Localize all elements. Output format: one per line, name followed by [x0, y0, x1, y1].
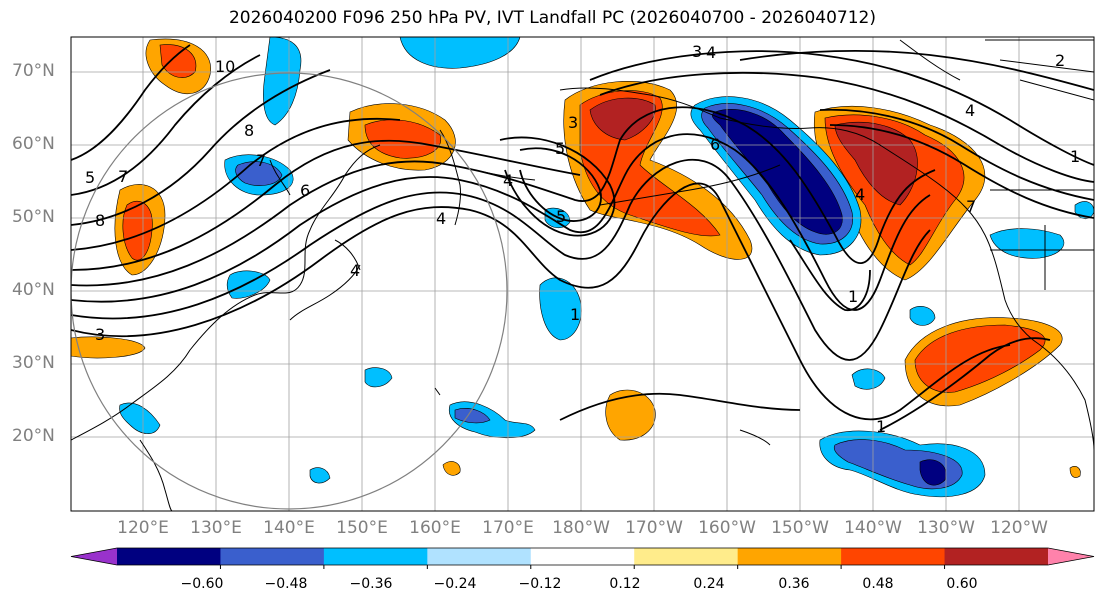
contour-label: 1: [848, 287, 858, 306]
colorbar-segment: [841, 548, 946, 565]
contour-label-group: 10 8 7 6 8 7 5 3 4 5 4 3 4 3 4 2 6 5 4 7…: [85, 42, 1080, 436]
positive-anomaly-gulf-of-alaska: [813, 105, 986, 281]
contour-label: 7: [118, 167, 128, 186]
lat-label: 70°N: [12, 61, 55, 81]
colorbar-segment: [220, 548, 325, 565]
contour-label: 7: [256, 151, 266, 170]
lat-label: 40°N: [12, 280, 55, 300]
colorbar-segment: [323, 548, 428, 565]
colorbar-tick-label: 0.48: [862, 576, 894, 592]
radius-ring: [71, 72, 508, 510]
colorbar-tick-label: 0.24: [693, 576, 725, 592]
contour-label: 1: [570, 305, 580, 324]
contour-label: 6: [710, 135, 720, 154]
colorbar-segment: [117, 548, 221, 565]
positive-anomaly-nw-pacific: [145, 38, 211, 94]
lon-label: 170°E: [482, 518, 534, 538]
lon-label: 140°E: [263, 518, 315, 538]
colorbar-segment: [634, 548, 739, 565]
contour-label: 5: [85, 168, 95, 187]
colorbar-segment: [530, 548, 635, 565]
lon-label: 130°W: [917, 518, 975, 538]
contour-label: 5: [556, 207, 566, 226]
colorbar-tick-label: 0.12: [609, 576, 641, 592]
lon-label: 120°E: [117, 518, 169, 538]
colorbar-tick-label: 0.60: [946, 576, 978, 592]
contour-label: 8: [244, 121, 254, 140]
positive-anomaly-small: [71, 336, 1081, 478]
map-plot-area: 10 8 7 6 8 7 5 3 4 5 4 3 4 3 4 2 6 5 4 7…: [71, 37, 1094, 511]
colorbar-outline: [70, 547, 1095, 566]
lon-label: 180°W: [552, 518, 610, 538]
contour-label: 3: [95, 325, 105, 344]
gridlines: [71, 37, 1094, 511]
colorbar-extend-max: [1048, 548, 1094, 565]
lon-label: 130°E: [190, 518, 242, 538]
contour-label: 4: [503, 171, 513, 190]
lon-label: 140°W: [844, 518, 902, 538]
colorbar-tick-label: −0.60: [180, 576, 224, 592]
contour-label: 7: [966, 197, 976, 216]
colorbar-segment: [427, 548, 532, 565]
lon-label: 150°E: [336, 518, 388, 538]
colorbar-segment: [944, 548, 1049, 565]
contour-label: 3: [568, 113, 578, 132]
lat-label: 60°N: [12, 134, 55, 154]
colorbar-tick-label: −0.24: [433, 576, 477, 592]
map-frame: [70, 36, 1095, 512]
contour-label: 4: [855, 185, 865, 204]
colorbar-tick-label: 0.36: [778, 576, 810, 592]
negative-anomaly-east-pacific: [119, 201, 1094, 498]
pc-shading: [71, 37, 1094, 498]
contour-label: 10: [215, 57, 235, 76]
contour-label: 4: [350, 261, 360, 280]
lon-label: 150°W: [771, 518, 829, 538]
pv-contours: [71, 44, 1094, 431]
lon-label: 170°W: [625, 518, 683, 538]
contour-label: 4: [965, 101, 975, 120]
colorbar: [70, 547, 1095, 569]
colorbar-tick-label: −0.12: [518, 576, 562, 592]
positive-anomaly-west: [114, 184, 166, 276]
lat-label: 30°N: [12, 353, 55, 373]
contour-label: 3: [692, 42, 702, 61]
lon-label: 160°W: [698, 518, 756, 538]
contour-label: 2: [1055, 51, 1065, 70]
lat-label: 20°N: [12, 426, 55, 446]
positive-anomaly-kamchatka: [347, 103, 456, 171]
contour-label: 6: [300, 181, 310, 200]
colorbar-segment: [737, 548, 842, 565]
contour-label: 4: [436, 209, 446, 228]
colorbar-tick-label: −0.48: [264, 576, 308, 592]
contour-label: 4: [706, 43, 716, 62]
contour-label: 8: [95, 211, 105, 230]
colorbar-tick-label: −0.36: [349, 576, 393, 592]
chart-title: 2026040200 F096 250 hPa PV, IVT Landfall…: [228, 8, 876, 28]
lon-label: 160°E: [409, 518, 461, 538]
lon-label: 120°W: [990, 518, 1048, 538]
lat-label: 50°N: [12, 207, 55, 227]
contour-label: 5: [555, 139, 565, 158]
colorbar-extend-min: [71, 548, 117, 565]
contour-label: 1: [876, 417, 886, 436]
negative-anomaly-bering-gulf: [690, 96, 862, 256]
contour-label: 1: [1070, 147, 1080, 166]
